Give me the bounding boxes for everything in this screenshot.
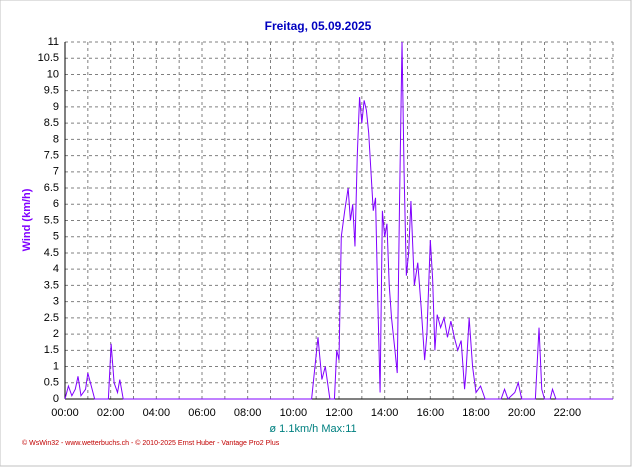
y-axis-label: Wind (km/h): [21, 188, 33, 251]
x-tick-label: 06:00: [188, 407, 216, 419]
y-tick-label: 1: [53, 360, 59, 372]
y-tick-label: 5: [53, 231, 59, 243]
wind-line: [64, 41, 613, 400]
x-tick-label: 02:00: [97, 407, 125, 419]
y-tick-label: 2: [53, 328, 59, 340]
y-tick-label: 5.5: [44, 214, 59, 226]
y-tick-label: 2.5: [44, 312, 59, 324]
y-tick-label: 4.5: [44, 247, 59, 259]
x-tick-label: 10:00: [280, 407, 308, 419]
y-tick-label: 6.5: [44, 182, 59, 194]
y-tick-label: 8: [53, 133, 59, 145]
y-tick-label: 8.5: [44, 117, 59, 129]
y-tick-label: 3: [53, 296, 59, 308]
y-tick-label: 9: [53, 101, 59, 113]
y-tick-label: 9.5: [44, 85, 59, 97]
y-tick-label: 10: [47, 68, 59, 80]
x-tick-label: 00:00: [51, 407, 79, 419]
x-tick-label: 08:00: [234, 407, 262, 419]
summary: ø 1.1km/h Max:11: [269, 423, 356, 435]
x-tick-label: 14:00: [371, 407, 399, 419]
x-tick-label: 16:00: [417, 407, 445, 419]
y-tick-label: 6: [53, 198, 59, 210]
chart-title: Freitag, 05.09.2025: [265, 19, 372, 33]
y-tick-label: 0: [53, 393, 59, 405]
y-tick-label: 0.5: [44, 377, 59, 389]
y-tick-label: 4: [53, 263, 59, 275]
y-tick-label: 1.5: [44, 344, 59, 356]
x-tick-label: 20:00: [508, 407, 536, 419]
footer: © WsWin32 - www.wetterbuchs.ch - © 2010-…: [22, 439, 280, 447]
x-tick-label: 22:00: [554, 407, 582, 419]
y-tick-label: 7.5: [44, 149, 59, 161]
y-tick-label: 11: [48, 36, 59, 48]
y-tick-label: 10.5: [38, 52, 59, 64]
x-tick-label: 12:00: [325, 407, 353, 419]
x-tick-label: 18:00: [462, 407, 490, 419]
x-tick-label: 04:00: [143, 407, 171, 419]
y-tick-label: 3.5: [44, 279, 59, 291]
y-tick-label: 7: [53, 166, 59, 178]
